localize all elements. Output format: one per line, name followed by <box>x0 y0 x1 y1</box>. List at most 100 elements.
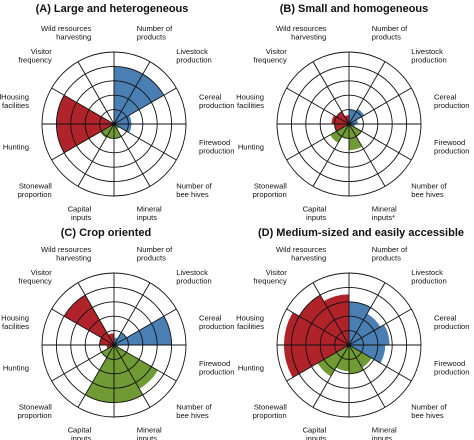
panel-b-label-mineral-inputs: Mineral inputs* <box>372 204 397 222</box>
panel-d-spoke <box>348 308 412 346</box>
panel-c-label-line: inputs <box>137 434 157 440</box>
panel-a-label-firewood-production: Firewood production <box>199 138 234 156</box>
panel-a-spoke <box>51 87 115 125</box>
panel-b-spoke <box>348 61 386 125</box>
panel-b-label-wild-resources-harvesting: Wild resources harvesting <box>276 24 326 42</box>
panel-a-label-line: Livestock <box>176 47 208 56</box>
panel-b-label-line: frequency <box>253 55 287 64</box>
panel-a-label-visitor-frequency: Visitor frequency <box>18 47 52 65</box>
panel-d-spoke <box>348 344 412 382</box>
panel-a-label-line: Firewood <box>199 138 230 147</box>
panel-d-spoke <box>286 308 350 346</box>
panel-a-label-line: production <box>199 101 234 110</box>
panel-c-label-line: Hunting <box>3 363 29 372</box>
panel-a-label-line: Visitor <box>31 47 52 56</box>
panel-a-spoke <box>77 123 115 187</box>
panel-c-label-line: Capital <box>68 425 92 434</box>
panel-a-label-line: production <box>176 55 211 64</box>
panel-d-spoke <box>348 282 386 346</box>
panel-d-label-line: Firewood <box>434 359 465 368</box>
panel-c-label-line: products <box>137 254 166 263</box>
panel-c-label-firewood-production: Firewood production <box>199 359 234 377</box>
panel-c-title: (C) Crop oriented <box>61 227 151 239</box>
panel-b-label-line: products <box>372 33 401 42</box>
panel-c-label-line: Visitor <box>31 268 52 277</box>
panel-c-label-line: Housing <box>1 314 29 323</box>
panel-d-label-line: production <box>434 368 469 377</box>
panel-b-label-line: bee hives <box>411 190 444 199</box>
panel-a-label-line: Cereal <box>199 93 222 102</box>
panel-d-label-line: Housing <box>236 314 264 323</box>
panel-a-label-capital-inputs: Capital inputs <box>68 204 92 222</box>
panel-c-label-line: frequency <box>18 276 52 285</box>
panel-a-label-line: Hunting <box>3 142 29 151</box>
panel-a-spoke <box>113 61 151 125</box>
panel-a-spoke <box>51 123 115 161</box>
panel-d-label-line: Stonewall <box>254 403 287 412</box>
panel-b-label-line: inputs* <box>372 213 395 222</box>
panel-b-label-hunting: Hunting <box>238 142 264 151</box>
panel-b-label-line: facilities <box>237 101 264 110</box>
panel-c-label-housing-facilities: Housing facilities <box>1 314 29 332</box>
panel-d-label-line: frequency <box>253 276 287 285</box>
panel-b-label-line: proportion <box>253 190 287 199</box>
panel-b-label-line: Hunting <box>238 142 264 151</box>
panel-d-label-livestock-production: Livestock production <box>411 268 446 286</box>
panel-c-label-line: harvesting <box>56 254 91 263</box>
panel-c-label-line: proportion <box>18 411 52 420</box>
panel-c-spoke <box>51 308 115 346</box>
panel-c-spoke <box>113 344 151 408</box>
panel-b-label-number-of-products: Number of products <box>372 24 408 42</box>
panel-c-label-line: Livestock <box>176 268 208 277</box>
panel-b-label-line: Capital <box>303 204 327 213</box>
panel-c-spoke <box>51 344 115 382</box>
panel-b-label-line: Housing <box>236 93 264 102</box>
panel-d-label-line: production <box>411 276 446 285</box>
panel-a-spoke <box>77 61 115 125</box>
panel-b-label-line: Wild resources <box>276 24 326 33</box>
panel-b-spoke <box>348 87 412 125</box>
panel-c-label-line: Number of <box>176 403 212 412</box>
panel-b-label-line: Number of <box>372 24 408 33</box>
panel-a-spoke <box>113 123 151 187</box>
panel-c-spoke <box>77 344 115 408</box>
panel-b-spoke <box>286 87 350 125</box>
panel-b-spoke <box>348 123 412 161</box>
panel-c-label-line: Firewood <box>199 359 230 368</box>
panel-d-label-line: Wild resources <box>276 245 326 254</box>
panel-b-label-line: Firewood <box>434 138 465 147</box>
panel-c-label-wild-resources-harvesting: Wild resources harvesting <box>41 245 91 263</box>
panel-a-label-line: production <box>199 147 234 156</box>
panel-a-label-line: Stonewall <box>19 182 52 191</box>
panel-a-label-line: facilities <box>2 101 29 110</box>
panel-d-label-housing-facilities: Housing facilities <box>236 314 264 332</box>
panel-c-label-number-of-products: Number of products <box>137 245 173 263</box>
panel-c-spoke <box>113 308 177 346</box>
panel-d-label-number-of-bee-hives: Number of bee hives <box>411 403 447 421</box>
panel-a-label-housing-facilities: lHousing facilities <box>0 93 29 111</box>
panel-a-label-line: lHousing <box>0 93 29 102</box>
panel-d: (D) Medium-sized and easily accessible N… <box>236 227 469 440</box>
panel-a: (A) Large and heterogeneous Number of pro… <box>0 3 234 222</box>
panel-d-spoke <box>348 344 386 408</box>
panel-d-label-mineral-inputs: Mineral inputs <box>372 425 397 440</box>
panel-b-label-stonewall-proportion: Stonewall proportion <box>253 182 288 200</box>
panel-c-label-visitor-frequency: Visitor frequency <box>18 268 52 286</box>
panel-a-label-stonewall-proportion: Stonewall proportion <box>18 182 53 200</box>
panel-c-label-line: production <box>176 276 211 285</box>
panel-d-label-line: harvesting <box>291 254 326 263</box>
panel-c-label-cereal-production: Cereal production <box>199 314 234 332</box>
panel-a-label-line: Number of <box>137 24 173 33</box>
panel-c-label-line: inputs <box>71 434 91 440</box>
panel-c-label-line: Number of <box>137 245 173 254</box>
panel-d-label-line: facilities <box>237 322 264 331</box>
panel-d-label-hunting: Hunting <box>238 363 264 372</box>
panel-b-label-line: production <box>411 55 446 64</box>
panel-b-label-capital-inputs: Capital inputs <box>303 204 327 222</box>
panel-c-label-line: production <box>199 368 234 377</box>
panel-a-label-number-of-bee-hives: Number of bee hives <box>176 182 212 200</box>
panel-c-label-line: facilities <box>2 322 29 331</box>
